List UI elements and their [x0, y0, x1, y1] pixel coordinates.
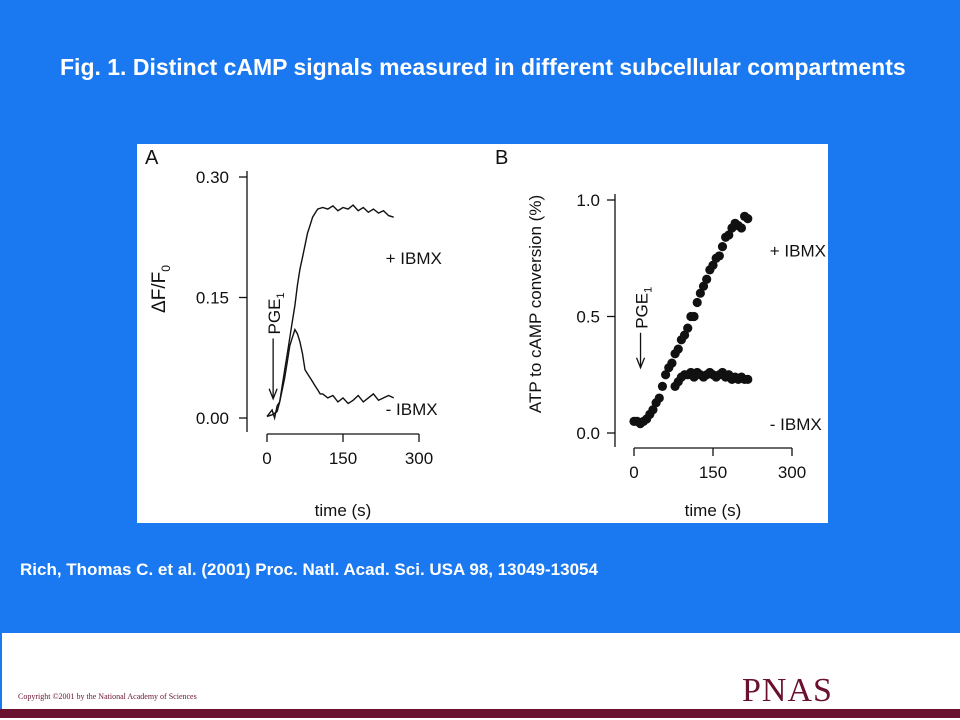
- data-point: [673, 344, 683, 354]
- stimulus-arrowhead: [635, 357, 646, 370]
- data-point: [648, 405, 658, 415]
- data-point: [736, 223, 747, 233]
- data-point: [654, 393, 664, 403]
- data-point: [661, 370, 671, 380]
- figure-panel: A 0.00 0.15 0.30 0 150 300 time (s) ΔF/F0 PGE1 + I…: [137, 144, 828, 523]
- copyright-text: Copyright ©2001 by the National Academy …: [18, 692, 197, 701]
- stimulus-label: PGE1: [633, 287, 655, 329]
- stimulus-label: PGE1: [265, 292, 287, 334]
- series-name-label: + IBMX: [770, 242, 826, 261]
- data-point: [657, 381, 668, 391]
- data-point: [692, 297, 702, 308]
- y-tick-label: 0.0: [576, 424, 600, 443]
- stimulus-arrowhead: [268, 388, 278, 401]
- citation: Rich, Thomas C. et al. (2001) Proc. Natl…: [20, 560, 598, 579]
- data-point: [683, 323, 693, 333]
- y-tick-label: 0.15: [196, 289, 229, 308]
- x-tick-label: 150: [329, 449, 357, 468]
- data-point: [698, 281, 709, 291]
- footer: [0, 633, 960, 720]
- y-axis-label: ΔF/F0: [149, 265, 173, 313]
- series-name-label: + IBMX: [386, 249, 442, 268]
- series-line: [266, 204, 394, 418]
- x-axis-label: time (s): [685, 501, 742, 520]
- series-name-label: - IBMX: [386, 400, 438, 419]
- data-point: [717, 242, 728, 252]
- data-point: [714, 251, 724, 261]
- data-point: [743, 374, 753, 385]
- footer-edge: [0, 633, 2, 713]
- data-point: [743, 214, 753, 224]
- data-point: [724, 230, 734, 240]
- panel-letter: B: [495, 147, 508, 169]
- x-tick-label: 300: [778, 463, 806, 482]
- y-tick-label: 1.0: [576, 191, 600, 210]
- data-point: [702, 274, 712, 284]
- data-point: [689, 311, 699, 322]
- y-tick-label: 0.30: [196, 168, 229, 187]
- footer-rule: [0, 709, 960, 718]
- data-point: [667, 358, 677, 368]
- pnas-logo: PNAS: [742, 672, 833, 709]
- x-axis-label: time (s): [315, 501, 372, 520]
- series-name-label: - IBMX: [770, 415, 822, 434]
- panel-letter: A: [145, 147, 159, 169]
- data-point: [679, 330, 690, 340]
- x-tick-label: 0: [629, 463, 638, 482]
- y-tick-label: 0.5: [576, 308, 600, 327]
- slide-title: Fig. 1. Distinct cAMP signals measured i…: [60, 54, 906, 80]
- data-point: [695, 288, 705, 298]
- x-tick-label: 300: [405, 449, 433, 468]
- y-axis-label: ATP to cAMP conversion (%): [526, 195, 545, 413]
- data-point: [708, 260, 718, 270]
- x-tick-label: 150: [699, 463, 727, 482]
- x-tick-label: 0: [262, 449, 271, 468]
- series-line: [266, 327, 394, 421]
- y-tick-label: 0.00: [196, 409, 229, 428]
